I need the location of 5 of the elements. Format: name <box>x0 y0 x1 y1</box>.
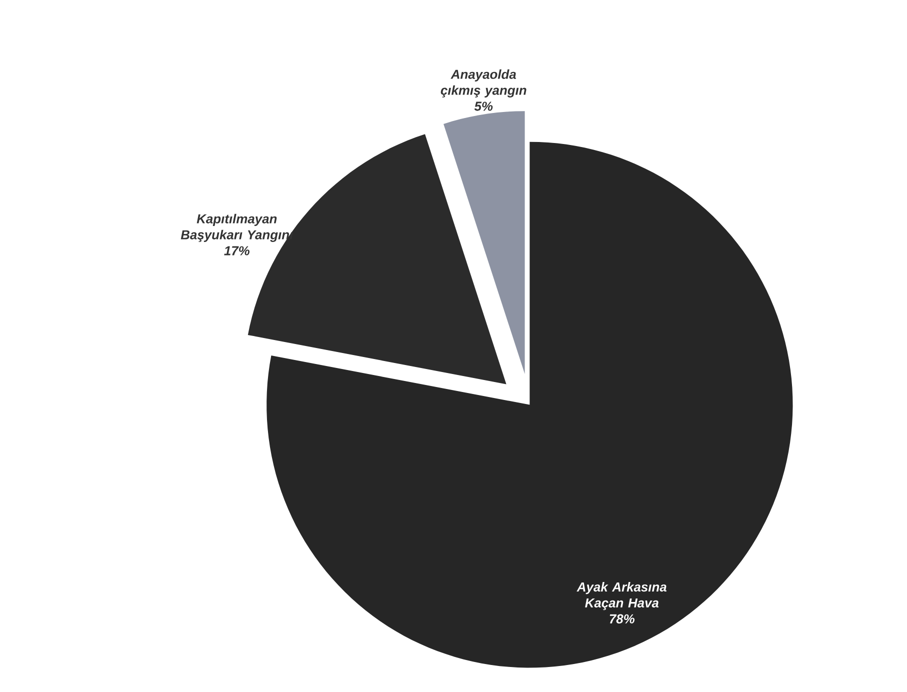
slice-label: Anayaolda çıkmış yangın <box>440 69 526 98</box>
data-label: 5% <box>474 102 493 111</box>
data-label: 17% <box>224 246 250 256</box>
data-label: 78% <box>610 614 634 624</box>
slice-label: Ayak Arkasına Kaçan Hava <box>576 582 666 610</box>
